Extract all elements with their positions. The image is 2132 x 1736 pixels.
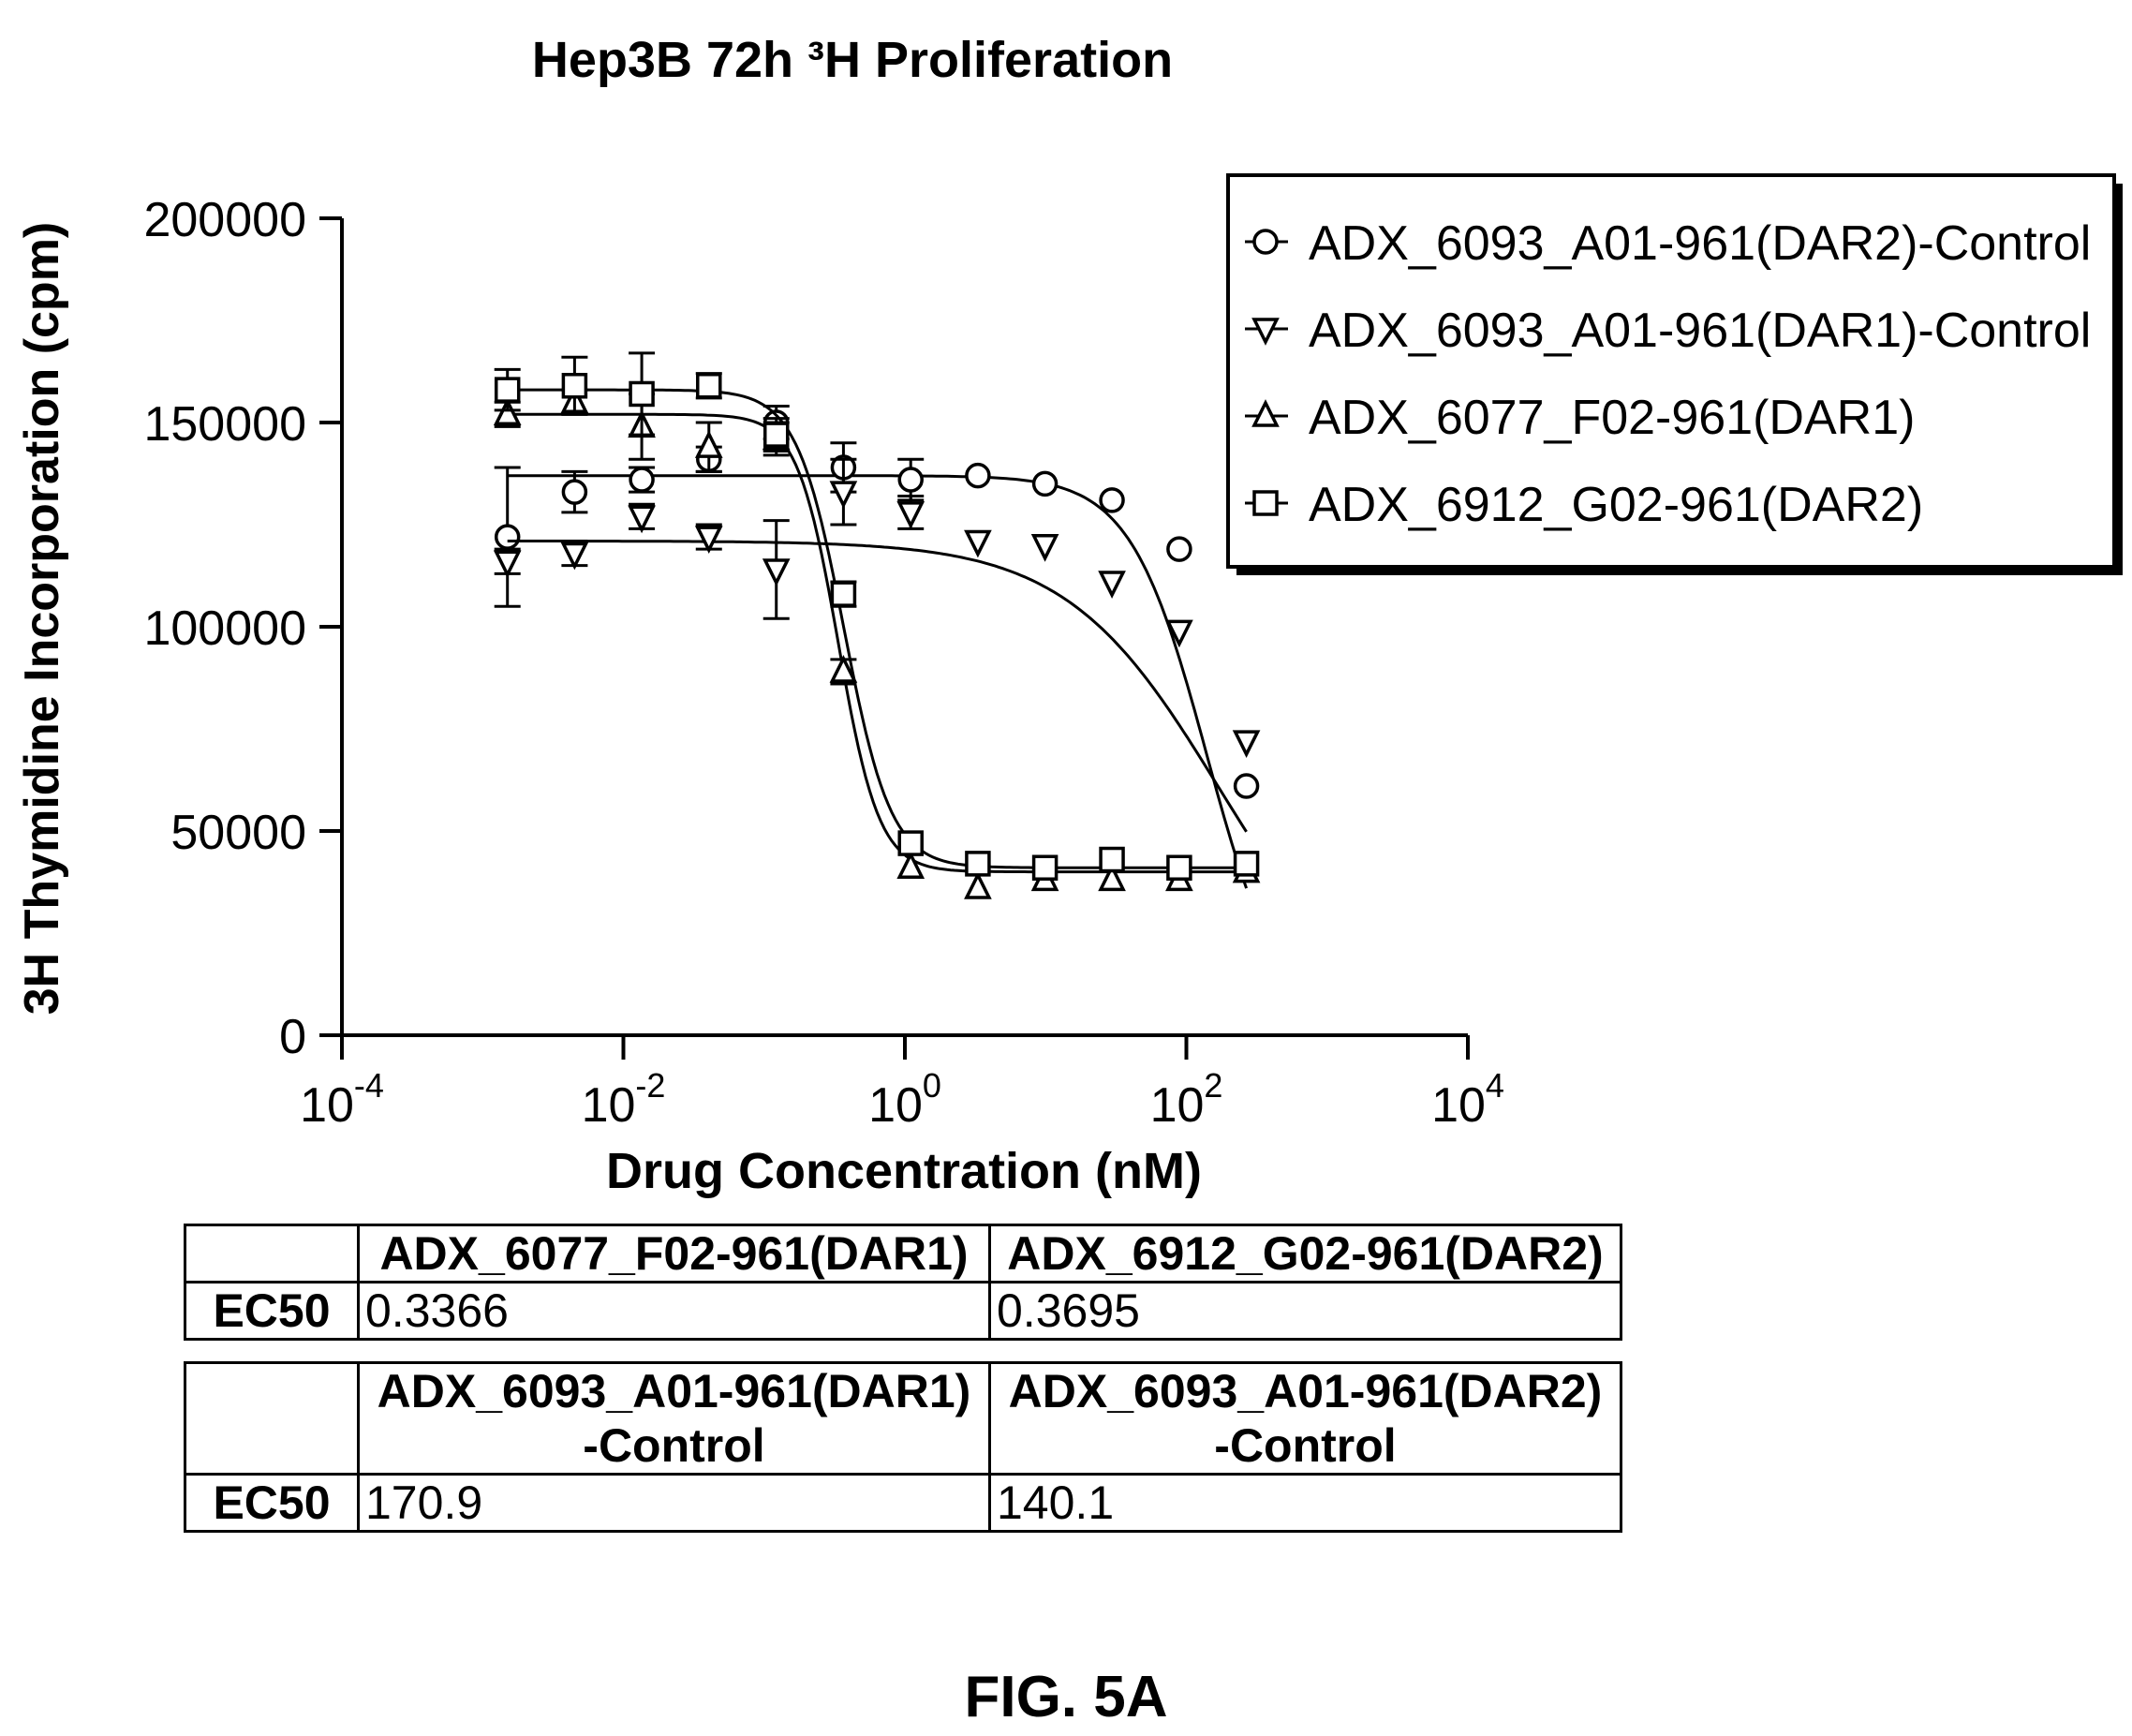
data-point (1166, 854, 1192, 881)
legend-entry-label: ADX_6093_A01-961(DAR2)-Control (1309, 216, 2091, 271)
header-line: -Control (1214, 1419, 1397, 1472)
y-tick-label: 100000 (143, 601, 306, 656)
ec50-value: 0.3366 (357, 1281, 991, 1341)
y-axis-label: 3H Thymidine Incorporation (cpm) (15, 222, 69, 1016)
legend-box (1226, 173, 2116, 569)
data-point (694, 430, 723, 458)
data-point (494, 377, 521, 403)
figure-label: FIG. 5A (964, 1665, 1168, 1729)
table-corner-cell (184, 1224, 360, 1283)
data-point (560, 542, 589, 571)
ec50-table-1: ADX_6077_F02-961(DAR1) ADX_6912_G02-961(… (184, 1224, 1622, 1341)
data-point (493, 397, 522, 426)
table-row-label: EC50 (184, 1473, 360, 1533)
data-point (897, 830, 924, 856)
x-tick-label: 10-4 (300, 1066, 384, 1133)
data-point (1233, 851, 1260, 877)
table-row: EC50 0.3366 0.3695 (184, 1281, 1622, 1341)
table-corner-cell (184, 1361, 360, 1476)
data-point (829, 481, 858, 510)
proliferation-chart: Hep3B 72h ³H Proliferation 0 50000 100000 1… (15, 32, 2123, 1199)
y-tick-label: 50000 (170, 806, 306, 860)
data-point (1232, 730, 1261, 758)
data-point (829, 655, 858, 683)
data-point (1031, 854, 1059, 881)
table-row: EC50 170.9 140.1 (184, 1473, 1622, 1533)
data-point (696, 373, 722, 399)
header-line: -Control (583, 1419, 765, 1472)
fit-curve (507, 474, 1249, 889)
series-triangle-down (493, 457, 1261, 833)
data-point (896, 851, 925, 879)
data-point (964, 871, 992, 899)
header-line: ADX_6093_A01-961(DAR2) (1008, 1365, 1603, 1417)
data-point (965, 462, 991, 489)
data-point (1166, 536, 1192, 562)
ec50-value: 0.3695 (988, 1281, 1622, 1341)
legend-entry-label: ADX_6093_A01-961(DAR1)-Control (1309, 304, 2091, 358)
data-point (1098, 863, 1126, 892)
data-point (965, 851, 991, 877)
axes: 0 50000 100000 150000 200000 10-4 10-2 100 102 10… (143, 193, 1503, 1133)
table-column-header: ADX_6093_A01-961(DAR1) -Control (357, 1361, 991, 1476)
x-tick-label: 10-2 (582, 1066, 666, 1133)
table-column-header: ADX_6912_G02-961(DAR2) (988, 1224, 1622, 1283)
data-point (1030, 534, 1059, 562)
data-point (1099, 487, 1125, 513)
data-point (1098, 571, 1126, 599)
ec50-tables: ADX_6077_F02-961(DAR1) ADX_6912_G02-961(… (184, 1224, 1622, 1533)
data-point (493, 550, 522, 579)
legend-entry-label: ADX_6912_G02-961(DAR2) (1309, 478, 1923, 532)
legend-marker (1252, 229, 1279, 255)
y-tick-label: 0 (279, 1010, 306, 1064)
data-point (1233, 773, 1260, 799)
fit-curve (507, 540, 1248, 833)
plot-area (493, 351, 1261, 899)
series-square (494, 351, 1260, 881)
x-tick-label: 100 (868, 1066, 941, 1133)
legend-marker (1252, 490, 1279, 516)
ec50-table-2: ADX_6093_A01-961(DAR1) -Control ADX_6093… (184, 1361, 1622, 1533)
data-point (830, 581, 857, 607)
data-point (964, 529, 992, 558)
legend: ADX_6093_A01-961(DAR2)-Control ADX_6093_A… (1226, 173, 2123, 575)
series-circle (494, 405, 1260, 889)
data-point (694, 526, 723, 554)
ec50-value: 170.9 (357, 1473, 991, 1533)
data-point (494, 524, 521, 550)
legend-entry-label: ADX_6077_F02-961(DAR1) (1309, 391, 1915, 445)
data-point (896, 501, 925, 529)
data-point (628, 505, 656, 534)
chart-title: Hep3B 72h ³H Proliferation (532, 32, 1173, 88)
x-tick-label: 104 (1431, 1066, 1504, 1133)
data-point (561, 479, 588, 505)
data-point (762, 558, 791, 586)
y-tick-label: 150000 (143, 397, 306, 452)
data-point (561, 373, 588, 399)
table-header-row: ADX_6093_A01-961(DAR1) -Control ADX_6093… (184, 1361, 1622, 1476)
data-point (1031, 470, 1059, 497)
data-point (897, 467, 924, 493)
x-tick-label: 102 (1150, 1066, 1223, 1133)
ec50-value: 140.1 (988, 1473, 1622, 1533)
data-point (629, 380, 655, 408)
x-axis-label: Drug Concentration (nM) (606, 1143, 1202, 1199)
series-triangle-up (493, 385, 1261, 899)
y-tick-label: 200000 (143, 193, 306, 247)
legend-marker (1251, 318, 1280, 346)
legend-marker (1251, 399, 1280, 427)
data-point (762, 422, 790, 448)
header-line: ADX_6093_A01-961(DAR1) (377, 1365, 971, 1417)
table-column-header: ADX_6077_F02-961(DAR1) (357, 1224, 991, 1283)
data-point (1165, 619, 1193, 648)
data-point (1099, 846, 1125, 873)
fit-curve (507, 388, 1247, 869)
table-row-label: EC50 (184, 1281, 360, 1341)
fit-curve (507, 412, 1247, 874)
data-point (629, 467, 655, 493)
table-column-header: ADX_6093_A01-961(DAR2) -Control (988, 1361, 1622, 1476)
table-header-row: ADX_6077_F02-961(DAR1) ADX_6912_G02-961(… (184, 1224, 1622, 1283)
